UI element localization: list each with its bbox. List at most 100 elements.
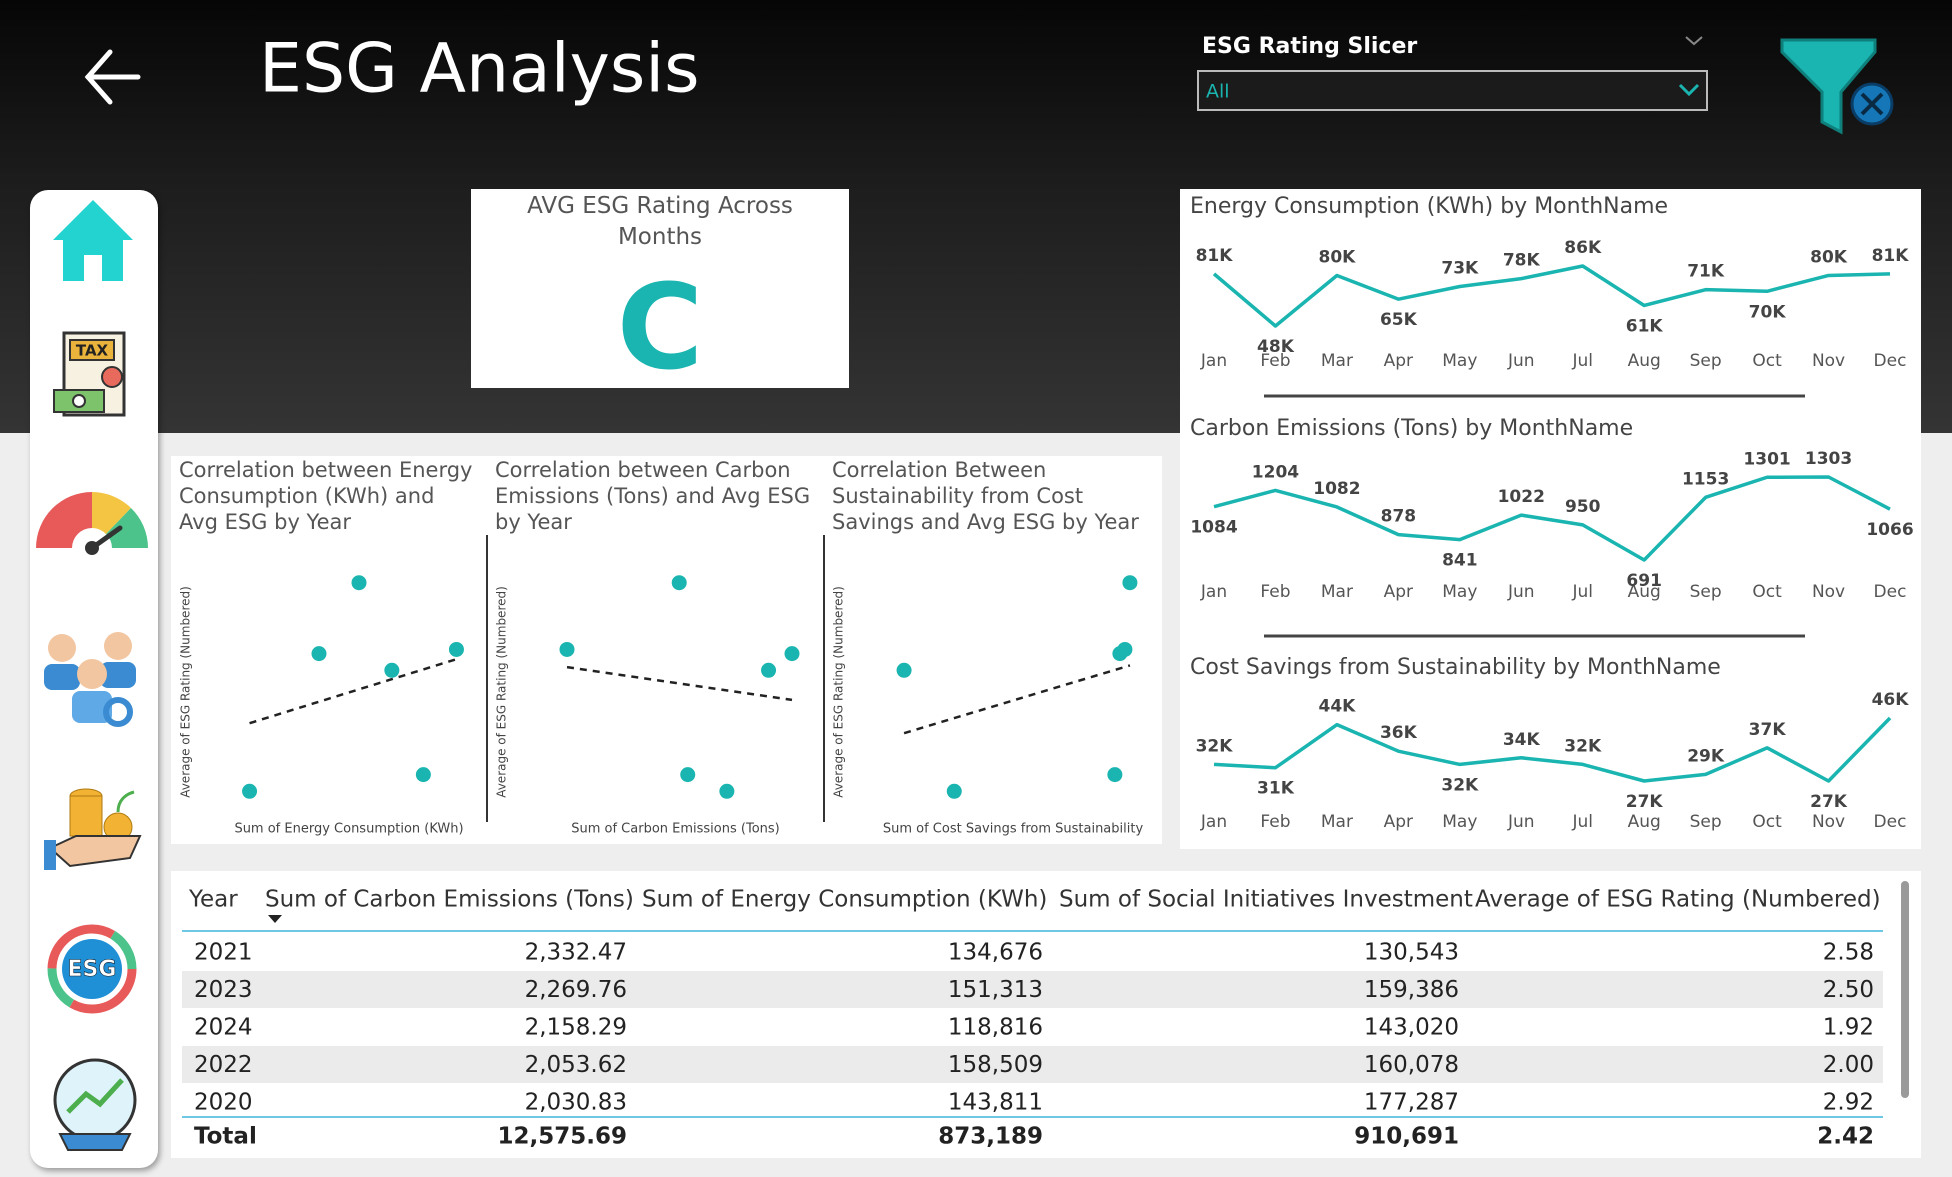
table-cell: 118,816 bbox=[948, 1015, 1043, 1041]
trend-line bbox=[249, 657, 457, 725]
x-tick-label: Jul bbox=[1571, 351, 1593, 371]
kpi-title: AVG ESG Rating Across Months bbox=[527, 193, 793, 250]
data-label: 70K bbox=[1749, 302, 1787, 322]
x-tick-label: May bbox=[1442, 582, 1477, 602]
table-cell: 2.92 bbox=[1823, 1090, 1874, 1116]
table-cell: 151,313 bbox=[948, 977, 1043, 1003]
slicer-label: ESG Rating Slicer bbox=[1202, 34, 1417, 59]
chart-title: Energy Consumption (KWh) by MonthName bbox=[1190, 194, 1668, 219]
x-tick-label: Oct bbox=[1752, 812, 1782, 832]
x-tick-label: Nov bbox=[1812, 582, 1845, 602]
esg-icon-label: ESG bbox=[68, 957, 117, 982]
x-tick-label: Oct bbox=[1752, 582, 1782, 602]
x-tick-label: Jul bbox=[1571, 582, 1593, 602]
column-header[interactable]: Sum of Social Initiatives Investment bbox=[1059, 887, 1473, 913]
y-axis-label: Average of ESG Rating (Numbered) bbox=[832, 586, 846, 798]
data-label: 32K bbox=[1196, 736, 1234, 756]
x-tick-label: Sep bbox=[1690, 351, 1722, 371]
people-icon[interactable] bbox=[44, 632, 136, 727]
column-header[interactable]: Year bbox=[188, 887, 238, 913]
data-label: 32K bbox=[1564, 736, 1602, 756]
table-cell: 143,020 bbox=[1364, 1015, 1459, 1041]
data-label: 78K bbox=[1503, 251, 1541, 271]
scatter-point bbox=[761, 662, 777, 678]
esg-icon[interactable]: ESG bbox=[47, 924, 137, 1014]
scatter-point bbox=[311, 646, 327, 662]
data-label: 80K bbox=[1810, 247, 1848, 267]
data-label: 46K bbox=[1872, 690, 1910, 710]
scatter-point bbox=[671, 575, 687, 591]
scatter-point bbox=[351, 575, 367, 591]
table-cell: 2,158.29 bbox=[525, 1015, 627, 1041]
table-panel bbox=[171, 871, 1921, 1158]
data-label: 878 bbox=[1381, 507, 1417, 527]
table-cell: 873,189 bbox=[938, 1124, 1043, 1150]
data-label: 86K bbox=[1564, 238, 1602, 258]
savings-icon[interactable] bbox=[44, 788, 142, 870]
data-line bbox=[1212, 264, 1891, 328]
tax-icon[interactable]: TAX bbox=[53, 331, 126, 417]
x-tick-label: Jan bbox=[1200, 812, 1227, 832]
x-tick-label: Jan bbox=[1200, 582, 1227, 602]
x-tick-label: Feb bbox=[1260, 582, 1290, 602]
data-label: 1022 bbox=[1498, 487, 1545, 507]
row-shade bbox=[182, 971, 1883, 1008]
slicer-collapse[interactable] bbox=[1685, 36, 1703, 46]
scatter-point bbox=[719, 783, 735, 799]
data-label: 61K bbox=[1626, 316, 1664, 336]
x-tick-label: Aug bbox=[1628, 812, 1661, 832]
scatter-point bbox=[1107, 767, 1123, 783]
investment-icon[interactable] bbox=[53, 1058, 137, 1151]
table-cell: 1.92 bbox=[1823, 1015, 1874, 1041]
data-label: 37K bbox=[1749, 720, 1787, 740]
sort-indicator[interactable] bbox=[268, 915, 282, 923]
row-shade bbox=[182, 1046, 1883, 1083]
column-header[interactable]: Sum of Carbon Emissions (Tons) bbox=[265, 887, 634, 913]
x-tick-label: Mar bbox=[1321, 351, 1353, 371]
column-header[interactable]: Sum of Energy Consumption (KWh) bbox=[642, 887, 1047, 913]
x-tick-label: Nov bbox=[1812, 812, 1845, 832]
table-cell: 2022 bbox=[194, 1052, 253, 1078]
table-cell: 2,269.76 bbox=[525, 977, 627, 1003]
clear-filters-button[interactable] bbox=[1780, 38, 1894, 135]
scrollbar[interactable] bbox=[1901, 881, 1909, 1098]
chart-title: Carbon Emissions (Tons) by MonthName bbox=[1190, 416, 1633, 441]
data-label: 1082 bbox=[1313, 479, 1360, 499]
slicer-dropdown[interactable] bbox=[1197, 70, 1708, 111]
data-label: 73K bbox=[1441, 259, 1479, 279]
y-axis-label: Average of ESG Rating (Numbered) bbox=[179, 586, 193, 798]
x-axis-label: Sum of Carbon Emissions (Tons) bbox=[571, 822, 780, 837]
data-label: 80K bbox=[1318, 247, 1356, 267]
x-tick-label: Mar bbox=[1321, 582, 1353, 602]
gauge-icon[interactable] bbox=[36, 492, 148, 555]
data-label: 1084 bbox=[1190, 518, 1237, 538]
back-button[interactable] bbox=[84, 49, 141, 105]
data-label: 34K bbox=[1503, 730, 1541, 750]
table-cell: 2.58 bbox=[1823, 940, 1874, 966]
x-tick-label: May bbox=[1442, 351, 1477, 371]
x-tick-label: Apr bbox=[1384, 582, 1413, 602]
data-label: 1204 bbox=[1252, 462, 1299, 482]
x-tick-label: Jan bbox=[1200, 351, 1227, 371]
scatter-point bbox=[448, 641, 464, 657]
data-label: 81K bbox=[1872, 246, 1910, 266]
data-label: 27K bbox=[1810, 792, 1848, 812]
table-cell: 2,332.47 bbox=[525, 940, 627, 966]
x-tick-label: Nov bbox=[1812, 351, 1845, 371]
data-label: 1066 bbox=[1866, 520, 1913, 540]
x-tick-label: Feb bbox=[1260, 351, 1290, 371]
scatter-point bbox=[784, 646, 800, 662]
x-tick-label: Sep bbox=[1690, 812, 1722, 832]
scatter-point bbox=[680, 767, 696, 783]
scatter-point bbox=[946, 783, 962, 799]
data-label: 81K bbox=[1196, 246, 1234, 266]
column-header[interactable]: Average of ESG Rating (Numbered) bbox=[1475, 887, 1881, 913]
table-cell: 2.42 bbox=[1817, 1124, 1874, 1150]
home-icon[interactable] bbox=[53, 200, 133, 281]
data-label: 691 bbox=[1626, 571, 1662, 591]
x-tick-label: Sep bbox=[1690, 582, 1722, 602]
x-tick-label: Feb bbox=[1260, 812, 1290, 832]
table-cell: 134,676 bbox=[948, 940, 1043, 966]
x-tick-label: Jun bbox=[1507, 582, 1535, 602]
